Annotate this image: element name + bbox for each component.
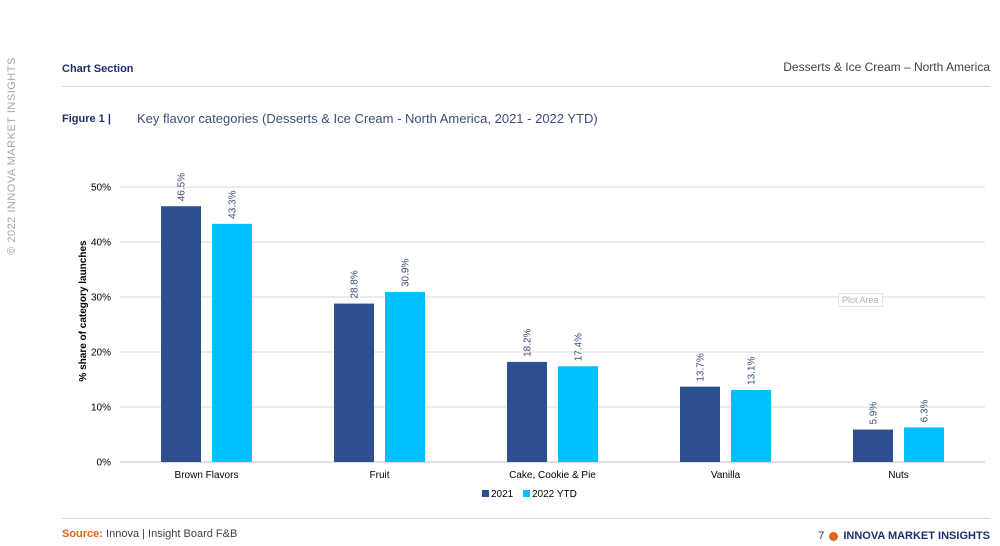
legend-swatch [523,490,530,497]
brand-dot-icon [829,531,839,541]
legend-label: 2022 YTD [532,489,577,500]
bar [161,206,201,462]
bar-value-label: 46.5% [177,173,188,201]
bar [680,386,720,462]
brand-name: INNOVA MARKET INSIGHTS [843,530,990,542]
bar [212,223,252,462]
x-axis: Brown Flavors Fruit Cake, Cookie & Pie Vani… [175,470,909,481]
y-axis-label: % share of category launches [78,240,89,382]
bar-value-label: 13.7% [696,353,707,381]
legend-swatch [482,490,489,497]
source-text: Innova | Insight Board F&B [106,528,238,540]
plot-area-label: Plot Area [838,293,883,307]
bar-value-label: 18.2% [523,328,534,356]
section-title: Chart Section [62,63,134,75]
data-labels: 46.5% 43.3% 28.8% 30.9% 18.2% 17.4% 13.7% 13.1%… [177,173,931,425]
bar-value-label: 13.1% [747,356,758,384]
bar [731,389,771,462]
bar [904,427,944,462]
chart-legend: 2021 2022 YTD [482,489,577,500]
bar-value-label: 6.3% [920,399,931,422]
bar-value-label: 28.8% [350,270,361,298]
figure-label: Figure 1 | [62,113,111,125]
y-tick-label: 10% [91,403,111,414]
bar-value-label: 43.3% [228,190,239,218]
page-number: 7 [818,530,825,542]
x-tick-label: Vanilla [711,470,741,481]
x-tick-label: Cake, Cookie & Pie [509,470,596,481]
source-label: Source: [62,528,103,540]
bar [853,429,893,462]
x-tick-label: Nuts [888,470,909,481]
bar-value-label: 17.4% [574,333,585,361]
figure-title: Key flavor categories (Desserts & Ice Cr… [137,111,598,126]
legend-label: 2021 [491,489,514,500]
x-tick-label: Brown Flavors [175,470,239,481]
y-tick-label: 20% [91,348,111,359]
bar [558,366,598,462]
bar-value-label: 5.9% [869,402,880,425]
brand-footer: 7 INNOVA MARKET INSIGHTS [818,530,990,542]
y-tick-label: 40% [91,238,111,249]
header-divider [62,86,990,87]
footer-divider [62,518,990,519]
y-tick-label: 30% [91,293,111,304]
bar-value-label: 30.9% [401,259,412,287]
x-tick-label: Fruit [370,470,390,481]
bar [385,292,425,462]
bar [334,303,374,462]
y-tick-label: 50% [91,183,111,194]
chart-bars [161,206,944,462]
region-title: Desserts & Ice Cream – North America [783,60,990,74]
chart-grid [120,186,985,463]
bar [507,361,547,462]
source-note: Source: Innova | Insight Board F&B [62,528,237,540]
y-axis: 0% 10% 20% 30% 40% 50% [91,183,111,469]
y-tick-label: 0% [97,458,112,469]
